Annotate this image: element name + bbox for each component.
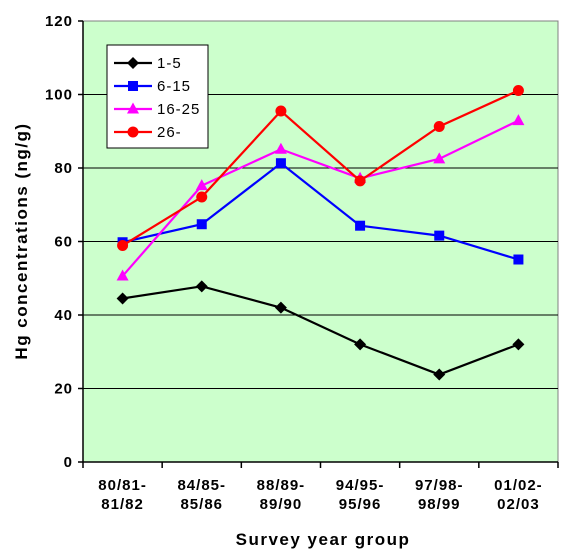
legend-label: 26-	[157, 124, 182, 141]
legend-item: 26-	[114, 124, 182, 141]
data-point-diamond	[354, 338, 367, 351]
legend-item: 1-5	[114, 55, 182, 72]
data-point-square	[196, 219, 207, 230]
data-point-circle	[354, 175, 366, 187]
data-point-triangle	[195, 179, 208, 191]
x-tick-label: 84/85-	[177, 477, 226, 494]
series-16-25	[116, 114, 525, 281]
x-tick-label: 94/95-	[336, 477, 385, 494]
data-point-square	[513, 254, 524, 265]
y-tick-label: 20	[54, 381, 73, 398]
data-point-circle	[117, 240, 129, 252]
data-point-diamond	[274, 301, 287, 314]
x-tick-label: 85/86	[180, 496, 223, 513]
y-tick-label: 40	[54, 307, 73, 324]
data-point-square	[275, 158, 286, 169]
x-tick-label: 89/90	[260, 496, 303, 513]
x-tick-label: 01/02-	[494, 477, 543, 494]
x-tick-label: 98/99	[418, 496, 461, 513]
data-point-diamond	[433, 368, 446, 381]
legend-item: 16-25	[114, 101, 200, 118]
legend-label: 1-5	[157, 55, 182, 72]
data-point-triangle	[116, 269, 129, 281]
legend-label: 6-15	[157, 78, 191, 95]
legend-marker-square	[128, 81, 138, 91]
data-point-circle	[196, 191, 208, 203]
data-point-diamond	[195, 280, 208, 293]
y-axis-label: Hg concentrations (ng/g)	[12, 122, 31, 359]
data-point-triangle	[433, 152, 446, 164]
x-tick-label: 97/98-	[415, 477, 464, 494]
data-point-circle	[512, 84, 524, 96]
series-26-	[117, 84, 524, 252]
x-tick-label: 80/81-	[98, 477, 147, 494]
data-point-triangle	[274, 142, 287, 154]
y-tick-label: 60	[54, 234, 73, 251]
legend-marker-triangle	[127, 102, 139, 114]
series-line	[122, 89, 519, 247]
data-point-circle	[433, 120, 445, 132]
data-point-square	[434, 230, 445, 241]
legend-marker-diamond	[127, 57, 139, 69]
data-point-triangle	[512, 114, 525, 126]
series-line	[122, 161, 519, 261]
data-point-diamond	[116, 292, 129, 305]
y-tick-label: 120	[45, 13, 73, 30]
x-tick-label: 02/03	[497, 496, 540, 513]
y-tick-label: 100	[45, 87, 73, 104]
series-line	[122, 285, 519, 376]
x-tick-label: 88/89-	[257, 477, 306, 494]
y-axis-ticks: 0 20 40 60 80 100 120	[45, 13, 83, 471]
x-axis-label: Survey year group	[236, 530, 411, 549]
data-point-circle	[275, 105, 287, 117]
series-1-5	[116, 280, 525, 381]
x-tick-label: 95/96	[339, 496, 382, 513]
series-group	[116, 84, 525, 381]
data-point-diamond	[512, 338, 525, 351]
y-tick-label: 80	[54, 160, 73, 177]
legend-label: 16-25	[157, 101, 200, 118]
legend-item: 6-15	[114, 78, 191, 95]
x-tick-label: 81/82	[101, 496, 144, 513]
legend-marker-circle	[127, 126, 139, 138]
y-tick-label: 0	[64, 454, 73, 471]
legend: 1-5 6-15 16-25 26-	[106, 44, 209, 149]
data-point-square	[355, 220, 366, 231]
series-line	[121, 119, 519, 277]
x-axis-ticks: 80/81- 81/82 84/85- 85/86 88/89- 89/90 94/95- 9…	[82, 462, 559, 513]
